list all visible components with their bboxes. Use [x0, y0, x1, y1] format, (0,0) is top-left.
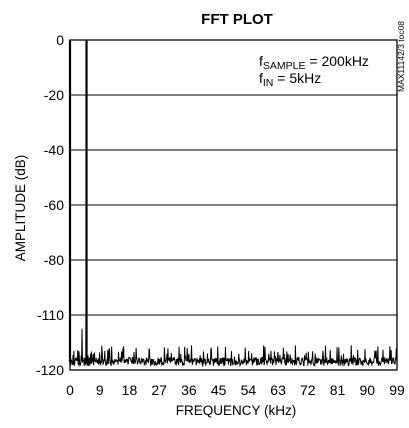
x-tick-label: 54	[241, 382, 257, 398]
y-tick-labels: 0 -20 -40 -60 -80 -110 -120	[36, 32, 64, 378]
side-label: MAX11142/3 toc08	[396, 21, 406, 92]
annotation-fsample: fSAMPLE = 200kHz	[259, 53, 369, 72]
plot-series	[68, 39, 398, 368]
x-tick-label: 18	[122, 382, 138, 398]
chart-title: FFT PLOT	[201, 11, 273, 28]
annotation-box: fSAMPLE = 200kHz fIN = 5kHz	[259, 53, 369, 89]
y-axis-label: AMPLITUDE (dB)	[13, 155, 28, 262]
y-tick-label: 0	[56, 32, 64, 48]
x-tick-label: 36	[181, 382, 197, 398]
y-tick-label: -120	[36, 362, 64, 378]
x-tick-label: 72	[300, 382, 316, 398]
y-tick-label: -80	[44, 252, 64, 268]
x-axis-label: FREQUENCY (kHz)	[176, 403, 297, 418]
y-tick-label: -40	[44, 142, 64, 158]
x-tick-label: 0	[66, 382, 74, 398]
annotation-fin: fIN = 5kHz	[259, 70, 321, 89]
x-tick-label: 81	[330, 382, 346, 398]
x-tick-label: 63	[270, 382, 286, 398]
series-line	[69, 39, 398, 368]
x-tick-label: 99	[389, 382, 405, 398]
plot-frame	[69, 39, 398, 371]
y-tick-label: -110	[37, 307, 64, 323]
y-tick-label: -20	[44, 87, 64, 103]
grid	[70, 39, 397, 371]
y-tick-label: -60	[44, 197, 64, 213]
x-tick-label: 90	[359, 382, 375, 398]
x-tick-labels: 0 9 18 27 36 45 54 63 72 81 90 99	[66, 382, 405, 398]
x-tick-label: 27	[151, 382, 167, 398]
x-tick-label: 45	[211, 382, 227, 398]
x-tick-label: 9	[96, 382, 104, 398]
